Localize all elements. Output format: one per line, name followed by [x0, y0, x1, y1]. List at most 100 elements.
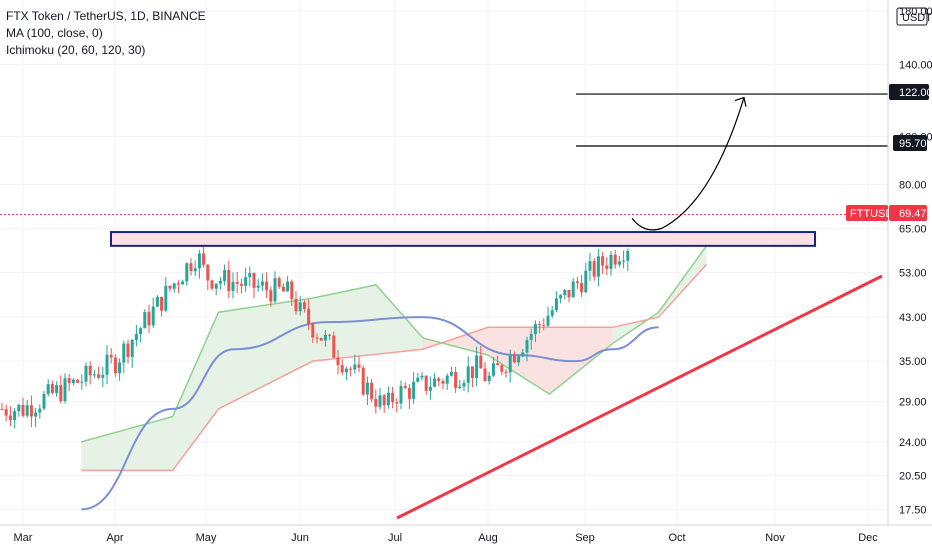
candle-body [227, 270, 231, 292]
candle-body [605, 265, 609, 269]
candle-body [17, 404, 21, 412]
candle-body [34, 412, 38, 417]
candle-body [197, 253, 201, 269]
rising-trendline[interactable] [396, 274, 883, 520]
price-tick-label: 35.00 [899, 356, 927, 368]
candle-body [601, 256, 605, 266]
candle-body [575, 281, 579, 284]
time-axis[interactable]: Mar Apr May Jun Jul Aug Sep Oct Nov Dec [14, 532, 879, 544]
legend-ma[interactable]: MA (100, close, 0) [6, 26, 103, 40]
candle-body [277, 278, 281, 287]
candle-body [307, 308, 311, 325]
time-tick-label: Apr [106, 532, 123, 544]
candle-body [554, 298, 558, 311]
candle-body [445, 375, 449, 384]
candle-body [97, 374, 101, 378]
candle-body [181, 281, 185, 285]
candle-body [504, 371, 508, 373]
candle-body [399, 386, 403, 404]
time-tick-label: Aug [478, 532, 498, 544]
candle-body [63, 378, 67, 401]
candle-body [542, 324, 546, 326]
legend-symbol[interactable]: FTX Token / TetherUS, 1D, BINANCE [6, 9, 206, 23]
candle-body [256, 285, 260, 288]
candle-body [294, 298, 298, 312]
candle-body [563, 289, 567, 296]
tag-last-price: 69.47 [889, 205, 927, 221]
price-tick-label: 140.00 [899, 60, 932, 72]
price-tick-label: 24.00 [899, 437, 927, 449]
candle-body [84, 365, 88, 382]
candle-body [235, 281, 239, 284]
candle-body [361, 367, 365, 395]
chart-legend: FTX Token / TetherUS, 1D, BINANCE MA (10… [6, 8, 206, 59]
tag-level-95-text: 95.70 [899, 138, 927, 150]
candle-body [101, 374, 105, 378]
candle-body [323, 334, 327, 341]
span-a-line [81, 245, 708, 443]
candle-body [248, 273, 252, 278]
candle-body [122, 343, 126, 363]
candle-body [143, 311, 147, 329]
candle-body [76, 379, 80, 383]
candle-body [525, 339, 529, 353]
candle-body [458, 386, 462, 388]
candle-body [134, 334, 138, 340]
candle-body [50, 384, 54, 393]
candle-body [4, 409, 8, 416]
candle-body [25, 405, 29, 416]
ichimoku-cloud [81, 245, 708, 472]
tag-last-price-text: 69.47 [899, 208, 927, 220]
price-axis[interactable]: USDT 180.00140.00100.0080.0065.0053.0043… [896, 6, 932, 517]
legend-ichimoku[interactable]: Ichimoku (20, 60, 120, 30) [6, 43, 146, 57]
candle-body [176, 283, 180, 285]
time-tick-label: Jun [291, 532, 309, 544]
candle-body [332, 335, 336, 358]
time-tick-label: Dec [858, 532, 878, 544]
candle-body [71, 379, 75, 384]
candle-body [500, 365, 504, 372]
resistance-zone[interactable] [110, 231, 816, 247]
candle-body [454, 371, 458, 388]
candle-body [193, 268, 197, 272]
candle-body [109, 354, 113, 358]
projection-arrow[interactable] [631, 97, 745, 231]
candle-body [252, 273, 256, 288]
candle-body [420, 375, 424, 378]
candle-body [533, 324, 537, 335]
candle-body [349, 368, 353, 370]
candle-body [319, 337, 323, 341]
candle-body [273, 278, 277, 302]
candle-body [160, 296, 164, 311]
candle-body [382, 395, 386, 406]
candle-body [239, 283, 243, 286]
candle-body [584, 270, 588, 293]
candle-body [529, 334, 533, 340]
candle-body [508, 355, 512, 373]
candle-body [164, 285, 168, 311]
candle-body [172, 283, 176, 289]
currency-label-box[interactable] [896, 7, 928, 26]
candle-body [21, 404, 25, 416]
candle-body [210, 280, 214, 289]
candle-body [596, 256, 600, 277]
candle-body [470, 366, 474, 379]
candle-body [8, 415, 12, 420]
candle-body [588, 261, 592, 271]
cloud-bull-area [81, 245, 707, 471]
candle-body [512, 355, 516, 363]
candle-body [244, 277, 248, 286]
candle-body [55, 385, 59, 393]
time-tick-label: Oct [668, 532, 685, 544]
candle-body [550, 310, 554, 316]
candle-body [151, 306, 155, 326]
candle-body [113, 357, 117, 374]
candle-body [395, 402, 399, 404]
candle-body [231, 281, 235, 292]
price-tick-label: 29.00 [899, 396, 927, 408]
candle-body [412, 381, 416, 399]
candle-body [185, 263, 189, 282]
candle-body [286, 281, 290, 292]
tag-symbol-text: FTTUSDT [850, 208, 900, 220]
